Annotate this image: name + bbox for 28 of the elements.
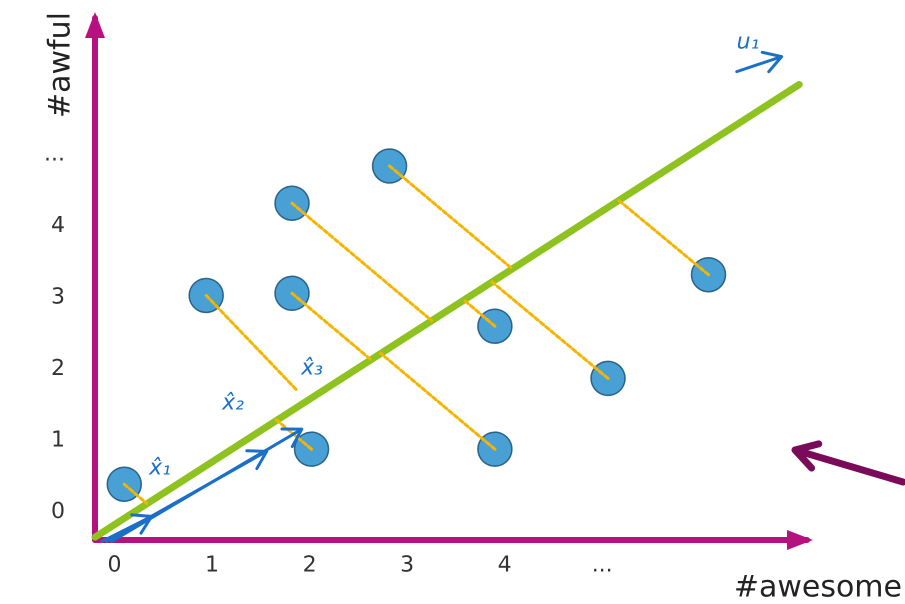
x-tick-label: 1 [205, 552, 220, 578]
y-tick-label: 0 [51, 498, 65, 524]
point [372, 148, 408, 184]
annotation: u₁ [736, 30, 760, 54]
x-tick-label: 3 [400, 552, 414, 578]
x-tick-label: 2 [302, 552, 317, 578]
y-tick-label: 4 [51, 212, 65, 238]
x-tick-label: 4 [498, 552, 512, 578]
point [477, 308, 513, 344]
point [274, 276, 310, 312]
y-axis-title: #awful [42, 12, 78, 118]
annotation: x̂₁ [148, 456, 171, 480]
point [188, 278, 224, 314]
annotation: x̂₂ [221, 390, 244, 416]
x-axis-title: #awesome [734, 570, 902, 604]
point [477, 431, 513, 467]
x-tick-label: 0 [108, 552, 122, 578]
point [106, 466, 142, 502]
y-tick-label: 3 [51, 284, 65, 310]
y-tick-label: 1 [51, 427, 65, 452]
y-tick-label: ... [44, 141, 65, 166]
point [294, 431, 330, 467]
annotation: x̂₃ [300, 356, 324, 380]
y-tick-label: 2 [51, 356, 65, 381]
point [274, 185, 310, 221]
x-tick-label: ... [592, 552, 613, 578]
point [590, 360, 626, 396]
point [690, 256, 726, 292]
